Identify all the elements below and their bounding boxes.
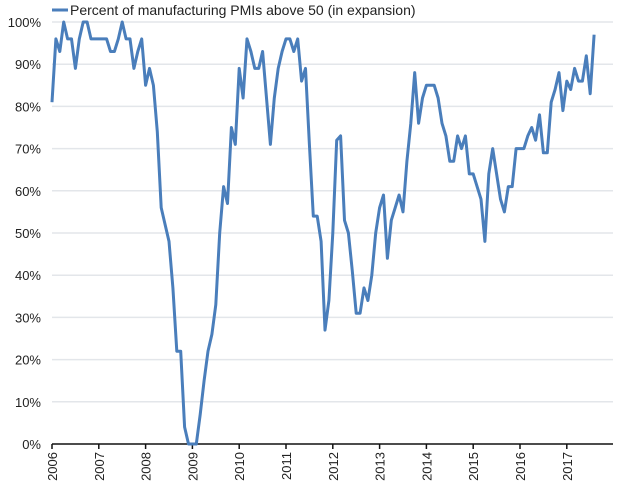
- x-tick-label: 2010: [232, 452, 247, 481]
- legend-label: Percent of manufacturing PMIs above 50 (…: [70, 2, 416, 18]
- y-tick-label: 60%: [15, 184, 41, 199]
- y-tick-label: 20%: [15, 353, 41, 368]
- x-tick-label: 2017: [560, 452, 575, 481]
- x-tick-label: 2013: [373, 452, 388, 481]
- x-tick-label: 2009: [185, 452, 200, 481]
- x-axis-tick-labels: 2006 2007 2008 2009 2010 2011 2012 2013 2014 2015…: [45, 444, 575, 481]
- y-tick-label: 10%: [15, 395, 41, 410]
- x-tick-label: 2012: [326, 452, 341, 481]
- y-tick-label: 0%: [22, 437, 41, 452]
- x-tick-label: 2014: [419, 452, 434, 481]
- y-tick-label: 30%: [15, 310, 41, 325]
- x-tick-label: 2011: [279, 452, 294, 480]
- x-tick-label: 2016: [513, 452, 528, 481]
- y-tick-label: 50%: [15, 226, 41, 241]
- y-tick-label: 100%: [8, 15, 42, 30]
- y-tick-label: 90%: [15, 57, 41, 72]
- y-tick-label: 70%: [15, 142, 41, 157]
- x-tick-label: 2015: [466, 452, 481, 481]
- x-tick-label: 2007: [92, 452, 107, 481]
- x-tick-label: 2006: [45, 452, 60, 481]
- y-axis-tick-labels: 0% 10% 20% 30% 40% 50% 60% 70% 80% 90% 100%: [8, 15, 42, 452]
- legend: Percent of manufacturing PMIs above 50 (…: [52, 2, 416, 18]
- y-tick-label: 40%: [15, 268, 41, 283]
- x-tick-label: 2008: [139, 452, 154, 481]
- y-tick-label: 80%: [15, 99, 41, 114]
